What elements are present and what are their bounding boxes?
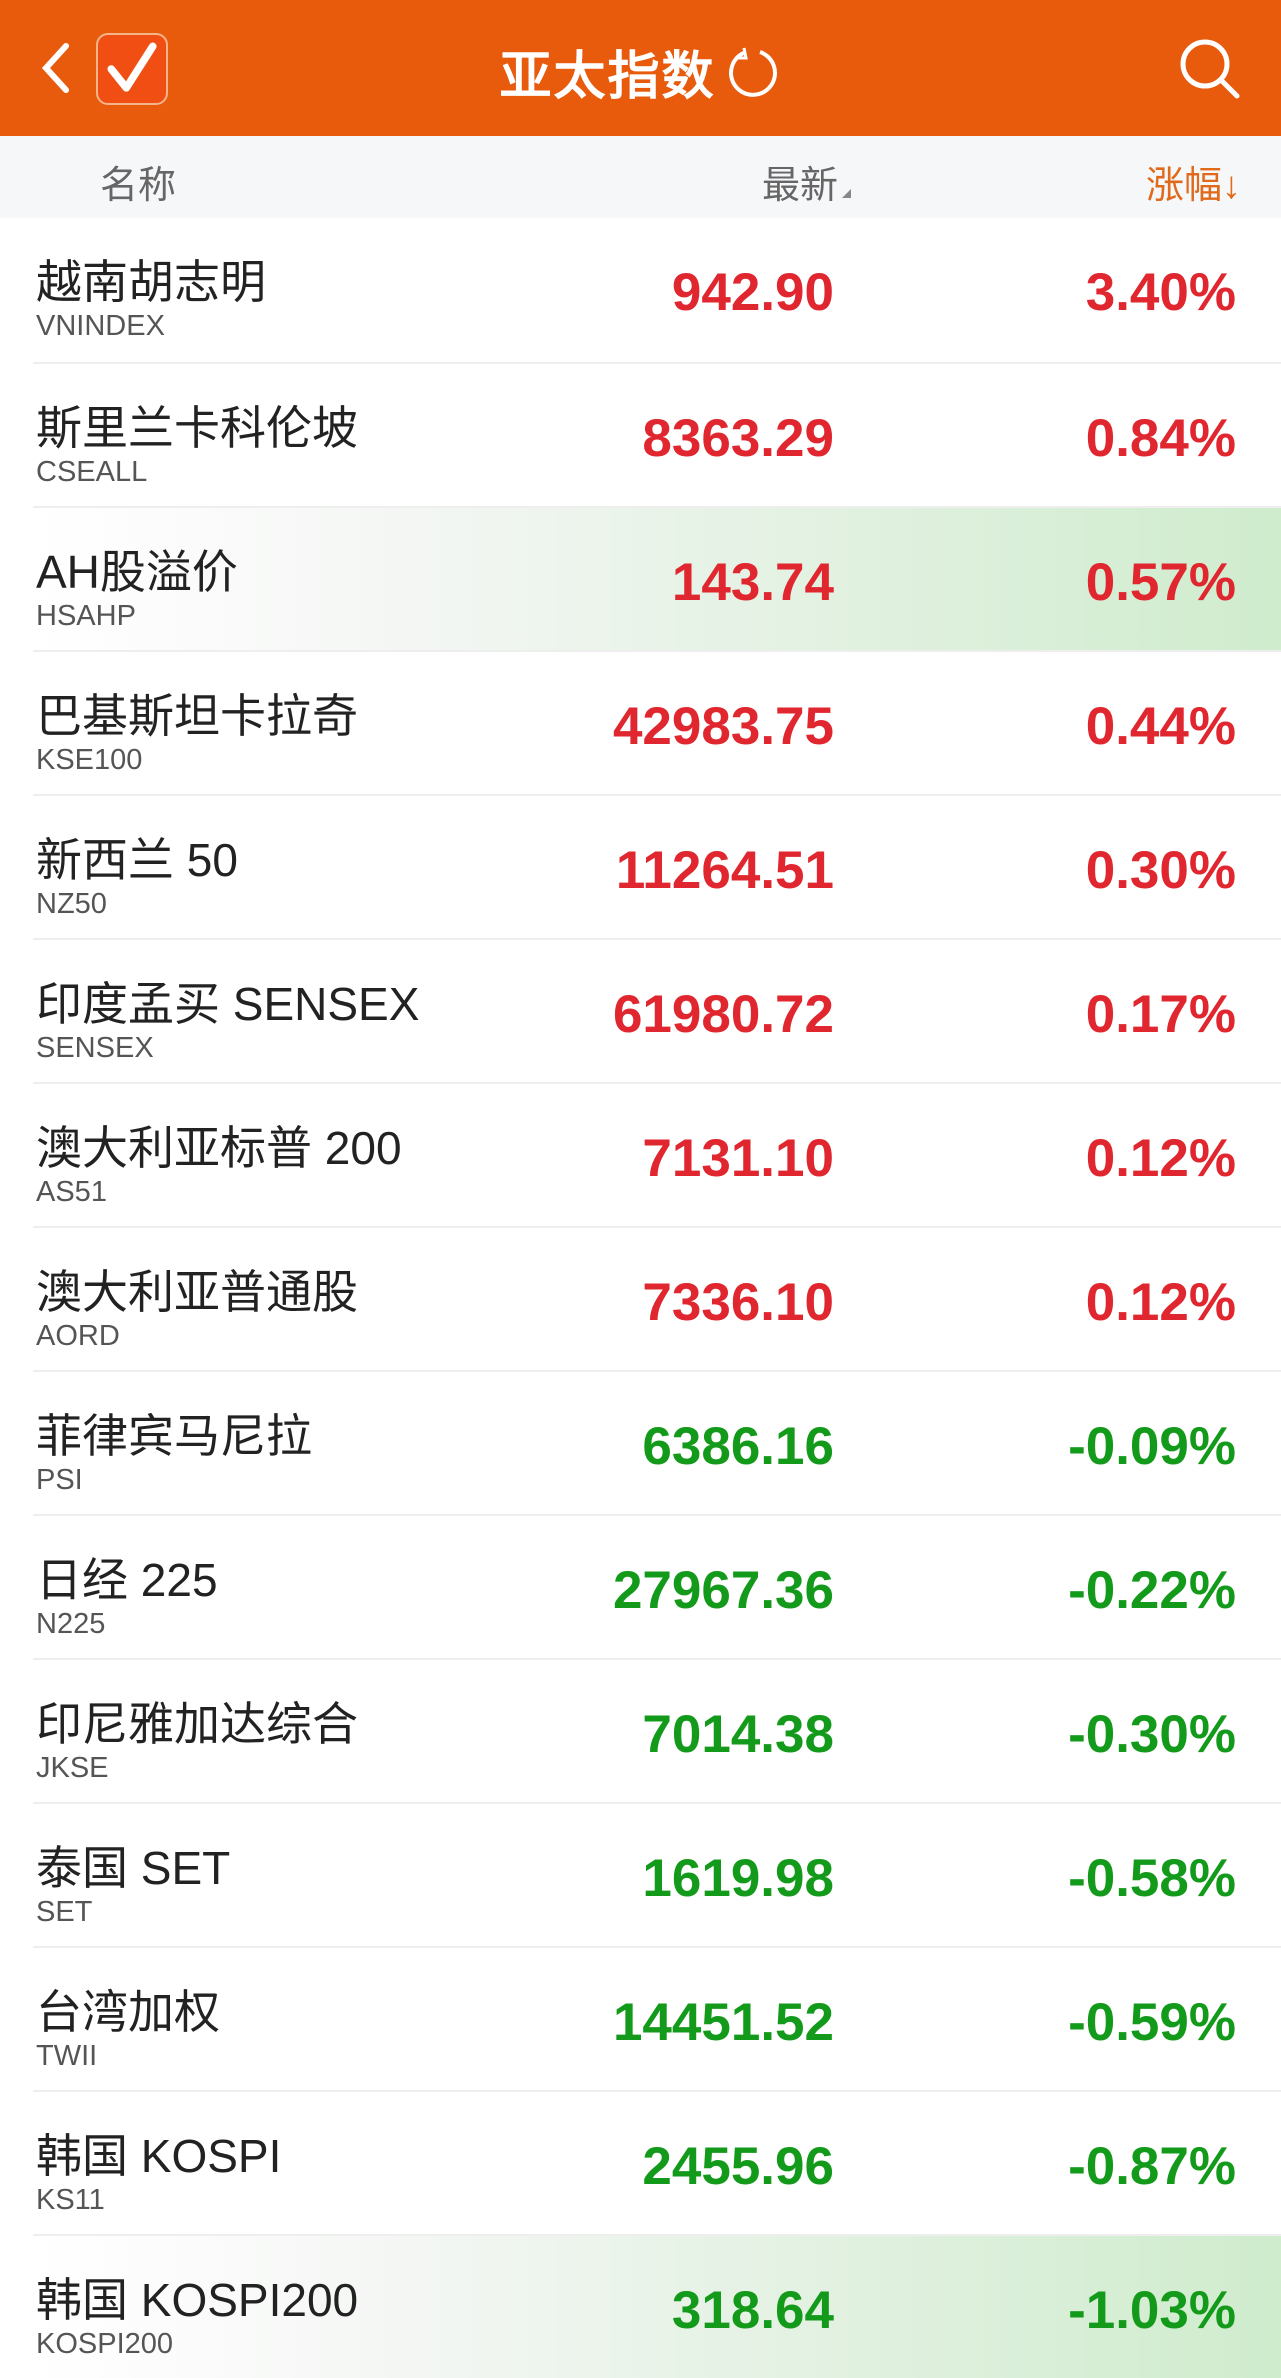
index-value: 318.64 xyxy=(671,2281,834,2340)
index-code: AS51 xyxy=(36,1176,107,1208)
index-name: AH股溢价 xyxy=(36,546,238,598)
index-value: 8363.29 xyxy=(642,409,834,468)
index-value: 1619.98 xyxy=(642,1849,834,1908)
index-row[interactable]: 斯里兰卡科伦坡 CSEALL 8363.29 0.84% xyxy=(33,362,1281,506)
index-value: 42983.75 xyxy=(612,697,834,756)
index-row[interactable]: 日经 225 N225 27967.36 -0.22% xyxy=(33,1514,1281,1658)
index-row[interactable]: 菲律宾马尼拉 PSI 6386.16 -0.09% xyxy=(33,1370,1281,1514)
index-name: 印尼雅加达综合 xyxy=(36,1698,358,1750)
index-value: 6386.16 xyxy=(642,1417,834,1476)
column-latest[interactable]: 最新 xyxy=(762,154,851,209)
index-name: 日经 225 xyxy=(36,1554,218,1606)
index-change: 0.84% xyxy=(1085,409,1236,468)
index-row[interactable]: 巴基斯坦卡拉奇 KSE100 42983.75 0.44% xyxy=(33,650,1281,794)
index-name: 巴基斯坦卡拉奇 xyxy=(36,690,358,742)
refresh-icon[interactable] xyxy=(726,44,782,100)
index-code: AORD xyxy=(36,1320,120,1352)
index-change: -0.87% xyxy=(1068,2137,1236,2196)
index-name: 越南胡志明 xyxy=(36,256,266,308)
index-row[interactable]: 韩国 KOSPI200 KOSPI200 318.64 -1.03% xyxy=(33,2234,1281,2378)
column-change[interactable]: 涨幅↓ xyxy=(1145,165,1241,207)
index-change: -0.59% xyxy=(1068,1993,1236,2052)
index-value: 7336.10 xyxy=(642,1273,834,1332)
index-name: 泰国 SET xyxy=(36,1842,231,1894)
checkmark-app-icon[interactable] xyxy=(96,33,168,105)
column-header: 名称 最新 涨幅↓ xyxy=(0,136,1281,218)
index-value: 27967.36 xyxy=(612,1561,834,1620)
index-change: -0.58% xyxy=(1068,1849,1236,1908)
index-change: 0.12% xyxy=(1085,1129,1236,1188)
index-change: 3.40% xyxy=(1085,263,1236,322)
index-name: 菲律宾马尼拉 xyxy=(36,1410,312,1462)
index-code: KOSPI200 xyxy=(36,2328,174,2360)
index-code: HSAHP xyxy=(36,600,136,632)
index-name: 印度孟买 SENSEX xyxy=(36,978,420,1030)
index-name: 新西兰 50 xyxy=(36,834,238,886)
index-change: 0.12% xyxy=(1085,1273,1236,1332)
index-change: -0.09% xyxy=(1068,1417,1236,1476)
index-change: -0.30% xyxy=(1068,1705,1236,1764)
index-code: PSI xyxy=(36,1464,83,1496)
page-title: 亚太指数 xyxy=(0,34,1281,109)
index-code: N225 xyxy=(36,1608,106,1640)
index-row[interactable]: 新西兰 50 NZ50 11264.51 0.30% xyxy=(33,794,1281,938)
index-code: CSEALL xyxy=(36,456,148,488)
sort-triangle-icon xyxy=(842,189,851,198)
index-name: 韩国 KOSPI xyxy=(36,2130,282,2182)
title-text: 亚太指数 xyxy=(499,48,716,106)
index-value: 7014.38 xyxy=(642,1705,834,1764)
index-value: 61980.72 xyxy=(612,985,834,1044)
column-name: 名称 xyxy=(100,165,177,207)
index-value: 2455.96 xyxy=(642,2137,834,2196)
index-code: TWII xyxy=(36,2040,98,2072)
index-row[interactable]: 泰国 SET SET 1619.98 -0.58% xyxy=(33,1802,1281,1946)
index-code: VNINDEX xyxy=(36,310,165,342)
index-row[interactable]: 越南胡志明 VNINDEX 942.90 3.40% xyxy=(33,218,1281,362)
index-code: KSE100 xyxy=(36,744,143,776)
index-name: 台湾加权 xyxy=(36,1986,220,2038)
index-code: SENSEX xyxy=(36,1032,154,1064)
index-code: JKSE xyxy=(36,1752,109,1784)
index-change: 0.17% xyxy=(1085,985,1236,1044)
index-code: SET xyxy=(36,1896,93,1928)
index-code: NZ50 xyxy=(36,888,107,920)
nav-bar: 亚太指数 xyxy=(0,0,1281,136)
index-name: 斯里兰卡科伦坡 xyxy=(36,402,358,454)
index-row[interactable]: 韩国 KOSPI KS11 2455.96 -0.87% xyxy=(33,2090,1281,2234)
index-value: 143.74 xyxy=(671,553,834,612)
index-code: KS11 xyxy=(36,2184,105,2216)
index-change: -1.03% xyxy=(1068,2281,1236,2340)
index-name: 澳大利亚普通股 xyxy=(36,1266,358,1318)
index-row[interactable]: 印尼雅加达综合 JKSE 7014.38 -0.30% xyxy=(33,1658,1281,1802)
column-latest-label: 最新 xyxy=(761,165,838,207)
index-row[interactable]: 澳大利亚标普 200 AS51 7131.10 0.12% xyxy=(33,1082,1281,1226)
index-row[interactable]: AH股溢价 HSAHP 143.74 0.57% xyxy=(33,506,1281,650)
index-change: 0.57% xyxy=(1085,553,1236,612)
index-value: 942.90 xyxy=(671,263,834,322)
index-change: -0.22% xyxy=(1068,1561,1236,1620)
index-change: 0.44% xyxy=(1085,697,1236,756)
index-row[interactable]: 澳大利亚普通股 AORD 7336.10 0.12% xyxy=(33,1226,1281,1370)
index-name: 澳大利亚标普 200 xyxy=(36,1122,402,1174)
index-row[interactable]: 印度孟买 SENSEX SENSEX 61980.72 0.17% xyxy=(33,938,1281,1082)
index-change: 0.30% xyxy=(1085,841,1236,900)
index-value: 7131.10 xyxy=(642,1129,834,1188)
index-row[interactable]: 台湾加权 TWII 14451.52 -0.59% xyxy=(33,1946,1281,2090)
search-icon[interactable] xyxy=(1177,36,1241,100)
back-icon[interactable] xyxy=(36,40,76,96)
index-list: 越南胡志明 VNINDEX 942.90 3.40% 斯里兰卡科伦坡 CSEALL… xyxy=(0,218,1281,2378)
index-value: 14451.52 xyxy=(612,1993,834,2052)
index-name: 韩国 KOSPI200 xyxy=(36,2274,359,2326)
index-value: 11264.51 xyxy=(615,841,834,900)
